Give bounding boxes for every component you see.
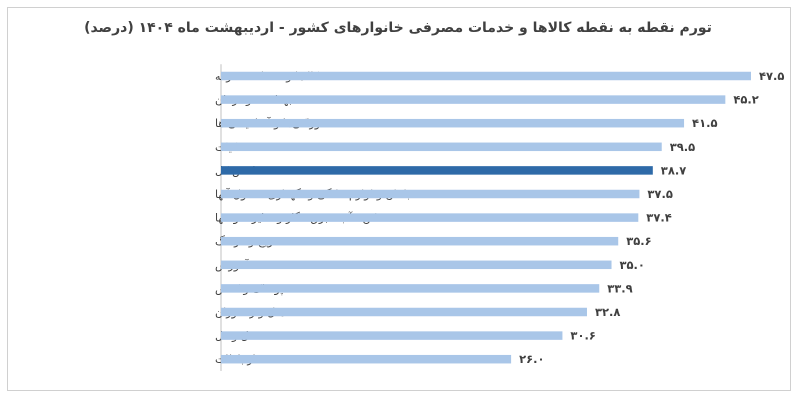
bar <box>221 142 662 152</box>
bar <box>221 331 563 340</box>
chart-frame: تورم نقطه به نقطه کالاها و خدمات مصرفی خ… <box>7 7 791 391</box>
data-label: ۴۷.۵ <box>759 69 784 83</box>
bar <box>221 236 619 246</box>
chart-title: تورم نقطه به نقطه کالاها و خدمات مصرفی خ… <box>84 20 712 36</box>
bar <box>221 95 726 104</box>
bar <box>221 71 751 81</box>
data-label: ۳۷.۴ <box>646 211 671 225</box>
data-label: ۳۷.۵ <box>647 187 672 201</box>
data-label: ۳۰.۶ <box>570 329 595 343</box>
data-label: ۳۲.۸ <box>595 305 620 319</box>
bar <box>221 260 612 270</box>
data-label: ۳۹.۵ <box>670 140 695 154</box>
data-label: ۳۵.۶ <box>626 234 651 248</box>
bar-chart: کالاها و خدمات متفرقه۴۷.۵بهداشت و درمان۴… <box>215 64 784 371</box>
bar <box>221 189 640 199</box>
data-label: ۳۳.۹ <box>607 281 632 295</box>
bar <box>221 307 587 317</box>
bar <box>221 354 512 364</box>
bar-highlight <box>221 166 653 175</box>
data-label: ۳۵.۰ <box>620 258 645 272</box>
data-label: ۲۶.۰ <box>519 352 544 366</box>
bar <box>221 118 685 128</box>
data-label: ۳۸.۷ <box>661 163 686 177</box>
data-label: ۴۱.۵ <box>692 116 717 130</box>
bar <box>221 284 600 293</box>
bar <box>221 213 639 222</box>
data-label: ۴۵.۲ <box>733 93 758 107</box>
